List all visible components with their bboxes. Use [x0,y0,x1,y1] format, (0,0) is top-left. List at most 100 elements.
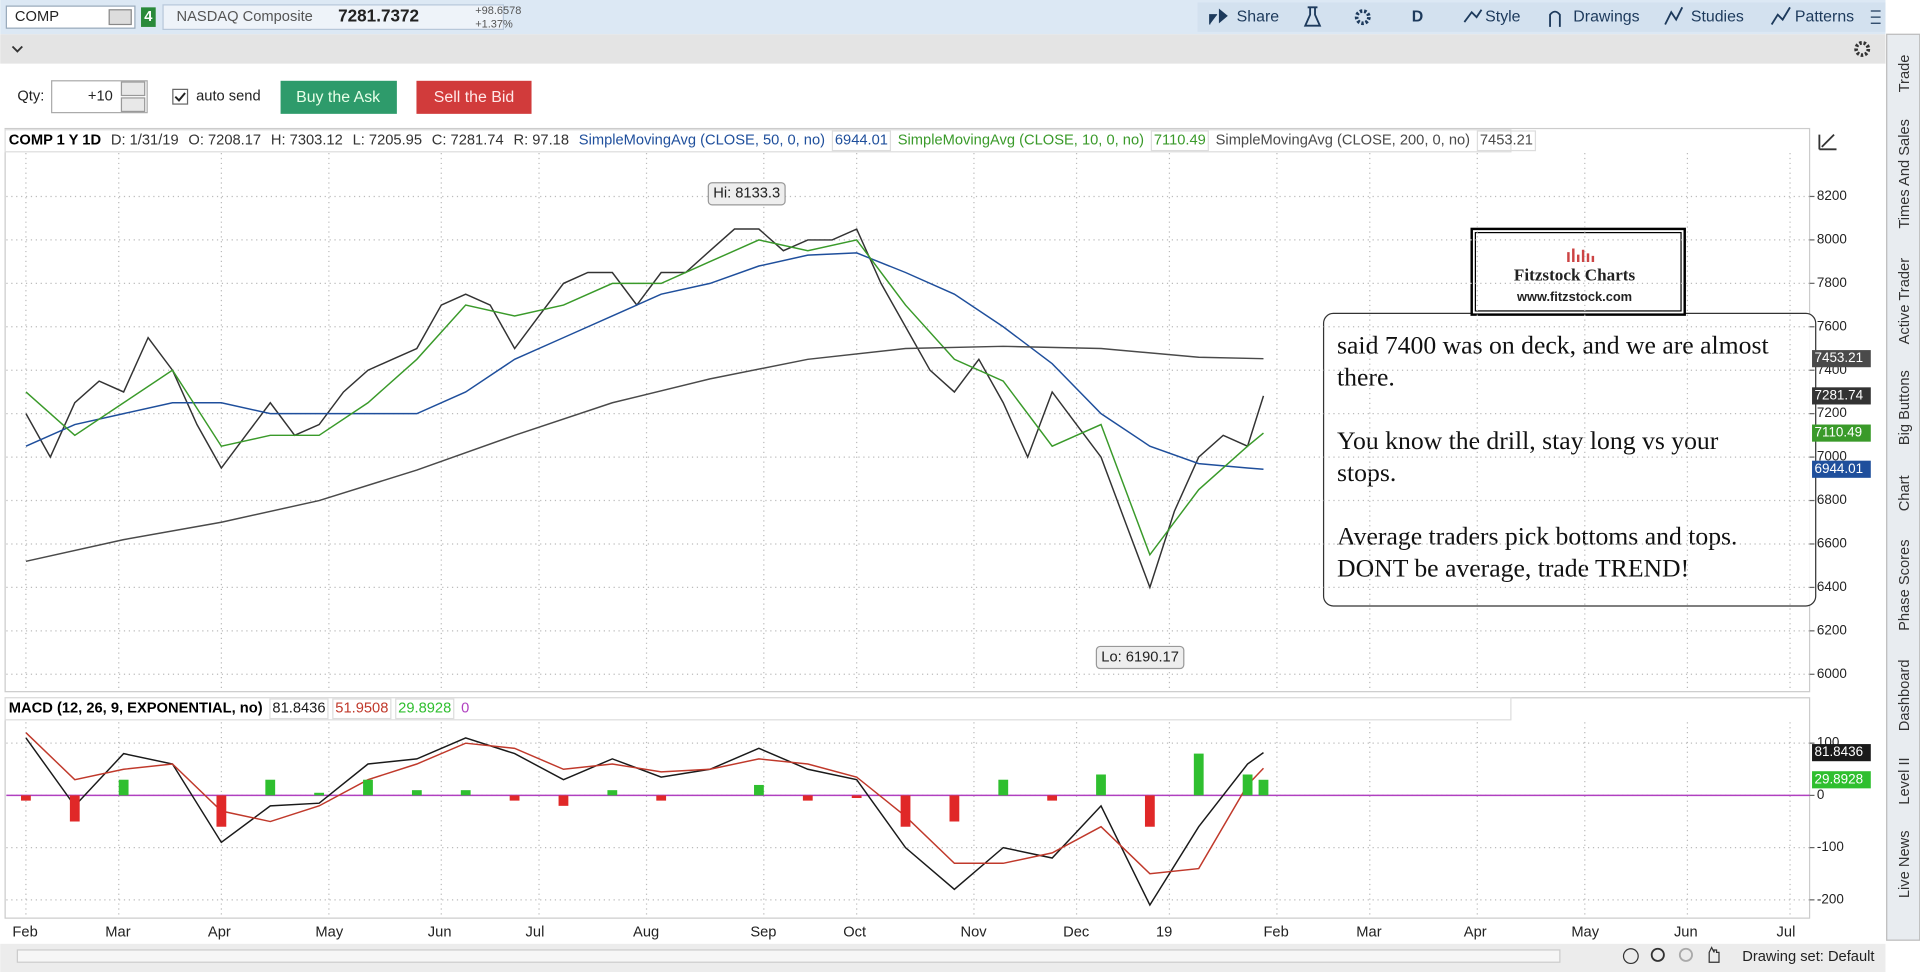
scrollbar[interactable] [16,949,1561,963]
link-box[interactable] [141,7,156,27]
side-tab[interactable]: Level II [1897,757,1913,804]
y-tick-label: -200 [1817,891,1844,906]
histogram-bar [754,784,764,796]
chart-header [4,697,1512,721]
y-tick-label: 7200 [1817,405,1847,420]
side-tab[interactable]: Active Trader [1897,258,1913,345]
side-tab[interactable]: Trade [1897,55,1913,93]
price-badge-label: 7110.49 [1814,425,1862,440]
y-tick-label: -100 [1817,839,1844,854]
x-tick-label: May [1571,925,1599,941]
side-tabs [1886,33,1920,941]
qty-label: Qty: [17,89,44,105]
last-price: 7281.7372 [338,6,419,26]
annotation-box [1095,645,1185,670]
zoom-out-icon[interactable] [1678,947,1693,962]
x-tick-label: Nov [960,925,987,941]
buy-button[interactable] [280,80,397,114]
buy-label[interactable]: Buy the Ask [296,89,380,106]
collapse-icon[interactable] [11,45,23,53]
price-badge-label: 81.8436 [1814,744,1863,759]
button[interactable]: Patterns [1795,8,1854,25]
qty[interactable]: +10 [88,89,113,105]
histogram-bar [802,795,813,801]
drawing-set[interactable]: Drawing set: Default [1742,949,1874,965]
header-item: H: 7303.12 [271,133,343,149]
header-item: 81.8436 [272,701,325,717]
menu-icon[interactable] [1870,10,1881,24]
histogram-bar [1193,753,1204,796]
settings-icon[interactable] [1854,41,1871,57]
series-line [25,345,1264,563]
side-tab[interactable]: Phase Scores [1897,539,1913,630]
logo-box [1470,227,1686,316]
side-tab[interactable]: Big Buttons [1897,370,1913,445]
symbol[interactable]: COMP [15,9,59,25]
dropdown[interactable] [108,9,132,26]
series-line [25,252,1264,470]
x-tick-label: Mar [1356,925,1381,941]
histogram-bar [607,790,618,796]
side-tab[interactable]: Live News [1897,830,1913,898]
histogram-bar [21,795,31,801]
auto-send[interactable]: auto send [196,89,261,105]
header-item: 29.8928 [398,701,451,717]
button[interactable]: Style [1485,8,1521,25]
histogram-bar [411,790,422,796]
crosshair-icon[interactable] [1622,948,1639,965]
side-tab[interactable]: Times And Sales [1897,119,1913,229]
y-tick-label: 7600 [1817,318,1847,333]
button[interactable]: D [1412,8,1424,25]
series-line [25,737,1264,907]
header-value-box [395,698,455,720]
x-tick-label: 19 [1156,925,1172,941]
sub-bar [0,34,1886,64]
spin-down[interactable] [120,97,146,113]
sell-label[interactable]: Sell the Bid [434,89,514,106]
side-tab[interactable]: Dashboard [1897,659,1913,731]
style-icon[interactable] [1463,9,1483,23]
histogram-bar [1258,779,1269,796]
histogram-bar [1242,774,1253,796]
drawings-icon[interactable] [1549,10,1561,27]
studies-icon[interactable] [1664,6,1684,25]
patterns-icon[interactable] [1770,6,1791,25]
price-badge-label: 7453.21 [1814,350,1863,365]
checkbox[interactable] [172,88,189,105]
symbol-box[interactable] [5,5,136,29]
header-item: MACD (12, 26, 9, EXPONENTIAL, no) [9,701,263,717]
share-icon[interactable] [1209,8,1228,25]
y-tick-label: 8200 [1817,188,1847,203]
y-tick-label: 6200 [1817,622,1847,637]
header-item: SimpleMovingAvg (CLOSE, 50, 0, no) [579,133,825,149]
annotation: Lo: 6190.17 [1101,649,1179,665]
header-item: COMP 1 Y 1D [9,133,101,149]
sell-button[interactable] [416,80,532,114]
y-tick-label: 8000 [1817,231,1847,246]
flask-icon[interactable] [1303,6,1322,27]
x-tick-label: Sep [750,925,776,941]
y-tick-label: 6800 [1817,492,1847,507]
histogram-bar [509,795,520,801]
spin-up[interactable] [120,81,146,97]
annotation-box [707,182,786,206]
button[interactable]: Studies [1691,8,1744,25]
zoom-in-icon[interactable] [1650,947,1665,962]
price-badge [1812,460,1871,478]
button[interactable]: Drawings [1573,8,1639,25]
chart-style-icon[interactable] [1818,134,1837,151]
histogram-bar [1144,795,1155,827]
pct-change: +1.37% [475,18,513,30]
x-tick-label: Jun [1674,925,1698,941]
pan-icon[interactable] [1708,946,1720,963]
side-tab[interactable]: Chart [1897,475,1913,511]
price-badge [1812,771,1871,789]
checkmark [174,92,186,102]
header-value-box [1476,130,1537,152]
button[interactable]: Share [1237,8,1280,25]
link[interactable]: 4 [144,9,153,25]
header-item: O: 7208.17 [188,133,261,149]
price-badge [1812,350,1871,368]
series-line [25,239,1264,557]
